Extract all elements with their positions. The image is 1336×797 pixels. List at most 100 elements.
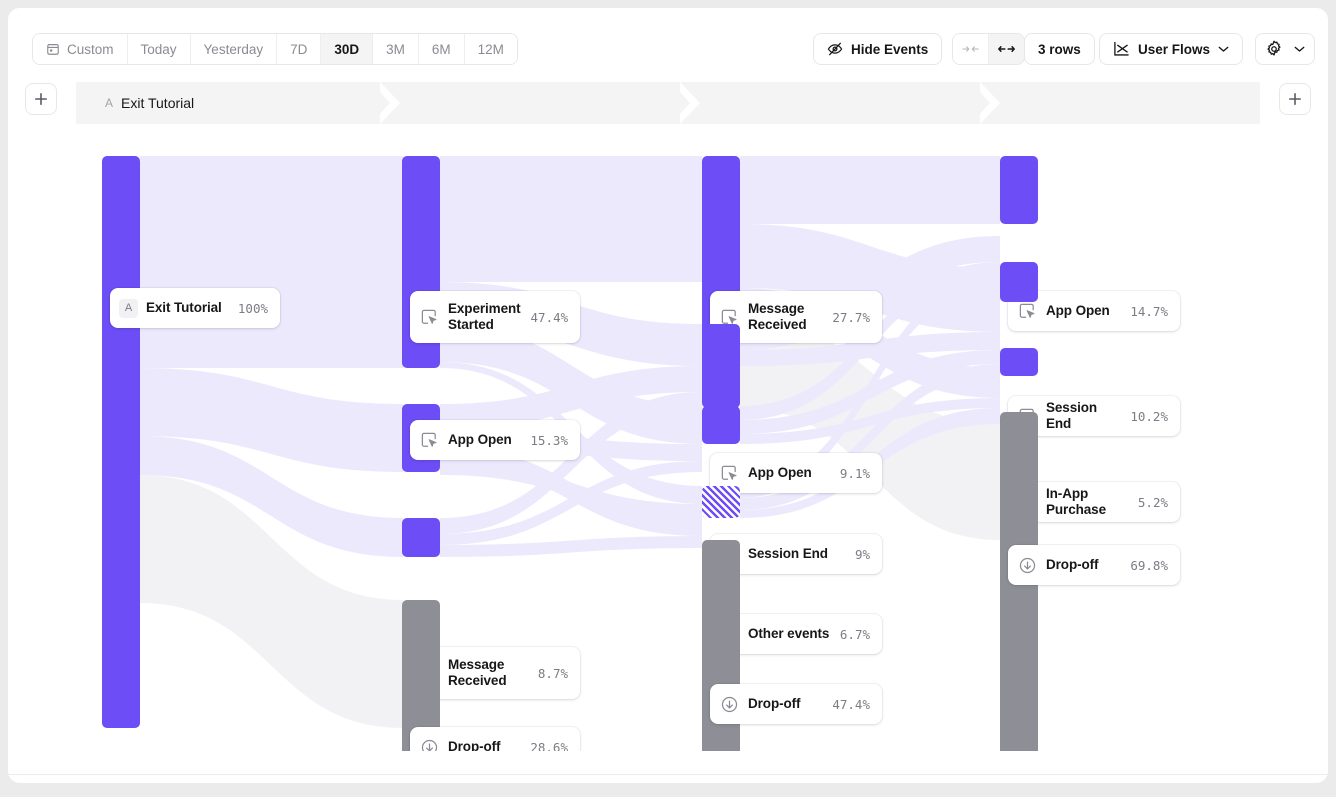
sankey-bar[interactable] <box>702 324 740 366</box>
event-icon <box>719 307 739 327</box>
date-range-30d[interactable]: 30D <box>321 34 374 64</box>
sankey-node-drop-off-c3[interactable]: Drop-off 69.8% <box>1008 545 1180 585</box>
node-percent: 15.3% <box>530 432 568 448</box>
event-icon <box>419 307 439 327</box>
sankey-node-drop-off-c1[interactable]: Drop-off 28.6% <box>410 727 580 751</box>
date-range-3m[interactable]: 3M <box>373 34 419 64</box>
date-range-7d-label: 7D <box>290 41 308 57</box>
hide-events-button[interactable]: Hide Events <box>813 33 943 65</box>
rows-count-label: 3 rows <box>1038 41 1081 57</box>
node-label: Session End <box>748 546 828 561</box>
footer-divider <box>8 774 1328 775</box>
view-mode-label: User Flows <box>1138 41 1211 57</box>
sankey-bar[interactable] <box>1000 262 1038 302</box>
node-label: Other events <box>748 626 830 641</box>
node-label: Drop-off <box>748 696 801 711</box>
node-percent: 9% <box>854 546 870 562</box>
user-flows-icon <box>1113 41 1130 57</box>
event-icon <box>419 430 439 450</box>
sankey-bar[interactable] <box>702 156 740 408</box>
breadcrumb: A Exit Tutorial <box>76 82 1260 124</box>
node-label: In-App Purchase <box>1046 486 1106 517</box>
breadcrumb-step-2[interactable] <box>406 82 682 124</box>
sankey-bar[interactable] <box>102 156 140 728</box>
node-percent: 69.8% <box>1130 557 1168 573</box>
sankey-bar[interactable] <box>702 406 740 444</box>
date-range-30d-label: 30D <box>334 41 360 57</box>
node-percent: 47.4% <box>530 309 569 325</box>
drop-off-icon <box>719 694 739 714</box>
node-label: App Open <box>448 432 512 447</box>
date-range-6m[interactable]: 6M <box>418 34 465 64</box>
date-range-12m-label: 12M <box>477 41 504 57</box>
sankey-bar[interactable] <box>402 518 440 557</box>
expand-horizontal-button[interactable] <box>989 34 1024 64</box>
chevron-down-icon <box>1294 45 1305 53</box>
gear-icon <box>1265 40 1283 58</box>
chevron-down-icon <box>1218 45 1229 53</box>
node-label: Message Received <box>448 657 507 688</box>
sankey-ribbons <box>140 156 1000 728</box>
node-percent: 8.7% <box>537 665 568 681</box>
view-mode-button[interactable]: User Flows <box>1099 33 1244 65</box>
date-range-today-label: Today <box>140 41 177 57</box>
date-range-today[interactable]: Today <box>127 34 191 64</box>
node-percent: 27.7% <box>832 309 870 325</box>
sankey-bar[interactable] <box>1000 348 1038 376</box>
rows-count-button[interactable]: 3 rows <box>1024 33 1095 65</box>
add-step-right-button[interactable] <box>1279 83 1311 115</box>
plus-icon <box>34 92 48 106</box>
node-label: Experiment Started <box>448 301 521 332</box>
date-range-yesterday[interactable]: Yesterday <box>190 34 278 64</box>
breadcrumb-step-3[interactable] <box>706 82 982 124</box>
sankey-node-app-open-c2[interactable]: App Open 9.1% <box>710 453 882 493</box>
sankey-node-drop-off-c2[interactable]: Drop-off 47.4% <box>710 684 882 724</box>
add-step-left-button[interactable] <box>25 83 57 115</box>
eye-off-icon <box>827 41 843 57</box>
breadcrumb-separator-2 <box>680 82 706 124</box>
sankey-bar-dropoff[interactable] <box>402 600 440 751</box>
node-label: App Open <box>1046 303 1110 318</box>
breadcrumb-step-1[interactable]: A Exit Tutorial <box>76 82 382 124</box>
drop-off-icon <box>1017 555 1037 575</box>
settings-button[interactable] <box>1255 33 1315 65</box>
node-label: Session End <box>1046 400 1098 431</box>
node-percent: 100% <box>237 300 268 316</box>
node-percent: 5.2% <box>1137 494 1168 510</box>
breadcrumb-separator-3 <box>980 82 1006 124</box>
breadcrumb-separator-1 <box>380 82 406 124</box>
badge-a-icon: A <box>119 298 138 318</box>
node-label: App Open <box>748 465 812 480</box>
sankey-node-app-open-c1[interactable]: App Open 15.3% <box>410 420 580 460</box>
drop-off-icon <box>419 737 439 751</box>
node-percent: 10.2% <box>1130 408 1168 424</box>
node-percent: 28.6% <box>530 739 568 752</box>
sankey-bar[interactable] <box>1000 156 1038 224</box>
node-label: Drop-off <box>1046 557 1099 572</box>
sankey-bar-other[interactable] <box>702 486 740 518</box>
hide-events-label: Hide Events <box>851 41 929 57</box>
node-percent: 9.1% <box>839 465 870 481</box>
date-range-custom[interactable]: Custom <box>33 34 128 64</box>
date-range-7d[interactable]: 7D <box>277 34 322 64</box>
collapse-horizontal-button[interactable] <box>953 34 989 64</box>
node-percent: 47.4% <box>832 696 870 712</box>
date-range-6m-label: 6M <box>431 41 451 57</box>
date-range-selector[interactable]: Custom Today Yesterday 7D 30D 3M 6M 12M <box>32 33 518 65</box>
step-breadcrumb-row: A Exit Tutorial <box>8 70 1328 136</box>
node-label: Exit Tutorial <box>146 300 222 315</box>
sankey-node-exit-tutorial[interactable]: A Exit Tutorial 100% <box>110 288 280 328</box>
event-icon <box>1017 301 1037 321</box>
breadcrumb-step-1-tag: A <box>105 96 114 110</box>
breadcrumb-step-1-label: Exit Tutorial <box>121 95 195 111</box>
sankey-chart: A Exit Tutorial 100% Experiment Started … <box>8 136 1328 751</box>
date-range-custom-label: Custom <box>67 41 114 57</box>
breadcrumb-step-4[interactable] <box>1006 82 1260 124</box>
user-flows-panel: Custom Today Yesterday 7D 30D 3M 6M 12M <box>8 8 1328 783</box>
date-range-12m[interactable]: 12M <box>464 34 517 64</box>
node-label: Message Received <box>748 301 807 332</box>
date-range-yesterday-label: Yesterday <box>203 41 264 57</box>
zoom-controls[interactable] <box>952 33 1025 65</box>
date-range-3m-label: 3M <box>386 41 405 57</box>
sankey-node-experiment-started[interactable]: Experiment Started 47.4% <box>410 291 580 343</box>
